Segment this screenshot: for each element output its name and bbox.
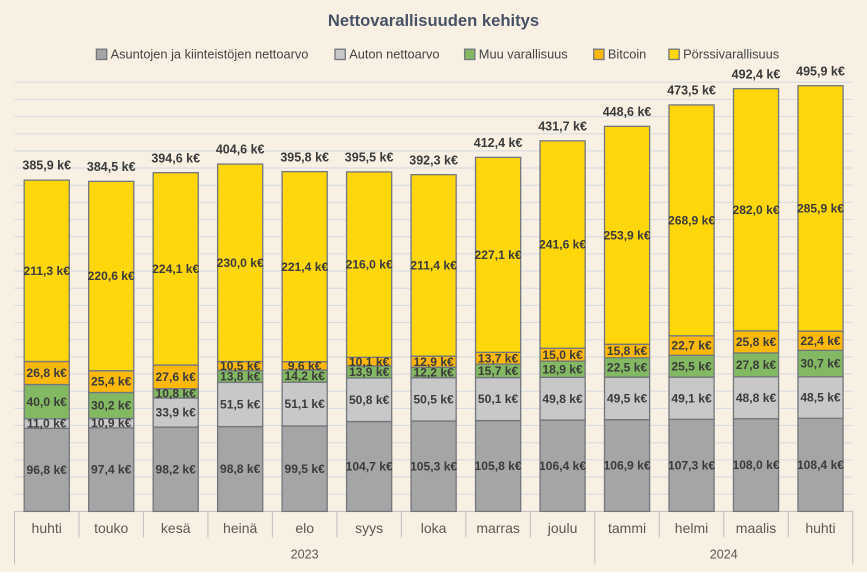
svg-text:25,8 k€: 25,8 k€: [736, 335, 777, 349]
svg-text:30,7 k€: 30,7 k€: [800, 357, 841, 371]
svg-text:48,5 k€: 48,5 k€: [800, 391, 841, 405]
svg-text:282,0 k€: 282,0 k€: [732, 203, 779, 217]
svg-text:12,2 k€: 12,2 k€: [413, 366, 454, 380]
svg-text:211,3 k€: 211,3 k€: [24, 264, 71, 278]
svg-text:10,9 k€: 10,9 k€: [91, 416, 132, 430]
svg-text:2024: 2024: [710, 548, 738, 562]
svg-text:2023: 2023: [291, 548, 319, 562]
svg-text:22,4 k€: 22,4 k€: [800, 334, 841, 348]
svg-text:96,8 k€: 96,8 k€: [27, 463, 68, 477]
svg-text:syys: syys: [355, 520, 383, 536]
svg-text:268,9 k€: 268,9 k€: [668, 213, 715, 227]
svg-text:50,8 k€: 50,8 k€: [349, 393, 390, 407]
svg-text:216,0 k€: 216,0 k€: [346, 258, 393, 272]
svg-text:108,4 k€: 108,4 k€: [797, 458, 844, 472]
svg-text:huhti: huhti: [32, 520, 62, 536]
svg-text:touko: touko: [94, 520, 128, 536]
svg-text:108,0 k€: 108,0 k€: [732, 458, 779, 472]
svg-text:14,2 k€: 14,2 k€: [284, 369, 325, 383]
svg-text:27,6 k€: 27,6 k€: [156, 370, 197, 384]
svg-text:221,4 k€: 221,4 k€: [281, 260, 328, 274]
svg-text:Asuntojen ja kiinteistöjen net: Asuntojen ja kiinteistöjen nettoarvo: [111, 47, 309, 62]
svg-text:Muu varallisuus: Muu varallisuus: [479, 47, 568, 62]
svg-text:105,8 k€: 105,8 k€: [475, 459, 522, 473]
svg-text:huhti: huhti: [805, 520, 835, 536]
svg-text:492,4 k€: 492,4 k€: [732, 67, 781, 81]
svg-text:99,5 k€: 99,5 k€: [284, 462, 325, 476]
svg-text:107,3 k€: 107,3 k€: [668, 458, 715, 472]
svg-text:27,8 k€: 27,8 k€: [736, 358, 777, 372]
svg-text:48,8 k€: 48,8 k€: [736, 391, 777, 405]
svg-text:98,2 k€: 98,2 k€: [156, 462, 197, 476]
svg-text:12,9 k€: 12,9 k€: [413, 355, 454, 369]
svg-text:Bitcoin: Bitcoin: [608, 47, 646, 62]
svg-text:9,6 k€: 9,6 k€: [288, 359, 322, 373]
svg-text:97,4 k€: 97,4 k€: [91, 463, 132, 477]
svg-text:49,8 k€: 49,8 k€: [542, 392, 583, 406]
svg-text:18,9 k€: 18,9 k€: [542, 362, 583, 376]
svg-text:15,8 k€: 15,8 k€: [607, 344, 648, 358]
svg-text:285,9 k€: 285,9 k€: [797, 202, 844, 216]
svg-text:412,4 k€: 412,4 k€: [474, 136, 523, 150]
svg-text:26,8 k€: 26,8 k€: [27, 366, 68, 380]
svg-text:448,6 k€: 448,6 k€: [603, 105, 652, 119]
svg-text:marras: marras: [476, 520, 520, 536]
svg-text:heinä: heinä: [223, 520, 257, 536]
svg-text:10,1 k€: 10,1 k€: [349, 355, 390, 369]
svg-text:15,7 k€: 15,7 k€: [478, 364, 519, 378]
svg-text:98,8 k€: 98,8 k€: [220, 462, 261, 476]
svg-text:50,5 k€: 50,5 k€: [413, 392, 454, 406]
svg-text:106,4 k€: 106,4 k€: [539, 459, 586, 473]
svg-text:241,6 k€: 241,6 k€: [539, 238, 586, 252]
svg-text:maalis: maalis: [736, 520, 776, 536]
svg-text:49,5 k€: 49,5 k€: [607, 391, 648, 405]
svg-text:224,1 k€: 224,1 k€: [152, 262, 199, 276]
svg-text:25,4 k€: 25,4 k€: [91, 375, 132, 389]
svg-text:384,5 k€: 384,5 k€: [87, 160, 136, 174]
svg-text:kesä: kesä: [161, 520, 191, 536]
svg-text:elo: elo: [295, 520, 314, 536]
svg-text:211,4 k€: 211,4 k€: [410, 258, 457, 272]
svg-text:51,5 k€: 51,5 k€: [220, 398, 261, 412]
svg-text:220,6 k€: 220,6 k€: [88, 269, 135, 283]
svg-text:404,6 k€: 404,6 k€: [216, 143, 265, 157]
svg-text:22,5 k€: 22,5 k€: [607, 361, 648, 375]
svg-text:495,9 k€: 495,9 k€: [796, 64, 845, 78]
svg-text:40,0 k€: 40,0 k€: [27, 395, 68, 409]
svg-text:11,0 k€: 11,0 k€: [27, 417, 67, 431]
svg-text:230,0 k€: 230,0 k€: [217, 256, 264, 270]
svg-text:49,1 k€: 49,1 k€: [671, 391, 712, 405]
svg-text:13,7 k€: 13,7 k€: [478, 351, 519, 365]
svg-text:431,7 k€: 431,7 k€: [538, 119, 587, 133]
svg-text:30,2 k€: 30,2 k€: [91, 399, 132, 413]
svg-text:253,9 k€: 253,9 k€: [604, 228, 651, 242]
svg-text:473,5 k€: 473,5 k€: [667, 84, 716, 98]
svg-text:394,6 k€: 394,6 k€: [151, 151, 200, 165]
svg-text:tammi: tammi: [608, 520, 646, 536]
svg-text:227,1 k€: 227,1 k€: [475, 248, 522, 262]
svg-text:22,7 k€: 22,7 k€: [671, 339, 712, 353]
svg-text:395,8 k€: 395,8 k€: [280, 150, 329, 164]
svg-text:385,9 k€: 385,9 k€: [22, 159, 71, 173]
svg-text:10,8 k€: 10,8 k€: [156, 386, 197, 400]
svg-text:33,9 k€: 33,9 k€: [156, 406, 197, 420]
svg-text:13,9 k€: 13,9 k€: [349, 365, 390, 379]
svg-text:13,8 k€: 13,8 k€: [220, 370, 261, 384]
svg-text:50,1 k€: 50,1 k€: [478, 392, 519, 406]
svg-text:104,7 k€: 104,7 k€: [346, 460, 393, 474]
svg-text:10,5 k€: 10,5 k€: [220, 359, 261, 373]
svg-text:loka: loka: [421, 520, 447, 536]
svg-text:106,9 k€: 106,9 k€: [604, 459, 651, 473]
svg-text:15,0 k€: 15,0 k€: [542, 348, 583, 362]
svg-text:Auton nettoarvo: Auton nettoarvo: [349, 47, 439, 62]
svg-text:51,1 k€: 51,1 k€: [284, 397, 325, 411]
svg-text:Nettovarallisuuden kehitys: Nettovarallisuuden kehitys: [328, 11, 539, 30]
svg-text:25,5 k€: 25,5 k€: [671, 359, 712, 373]
svg-text:Pörssivarallisuus: Pörssivarallisuus: [683, 47, 779, 62]
svg-text:helmi: helmi: [675, 520, 708, 536]
svg-text:392,3 k€: 392,3 k€: [409, 153, 458, 167]
svg-text:joulu: joulu: [547, 520, 578, 536]
svg-text:105,3 k€: 105,3 k€: [410, 459, 457, 473]
svg-text:395,5 k€: 395,5 k€: [345, 151, 394, 165]
